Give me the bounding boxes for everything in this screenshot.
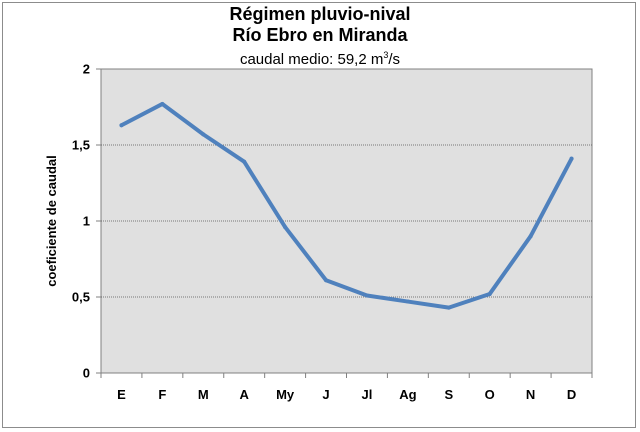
x-tick-label: M bbox=[198, 387, 209, 402]
data-point bbox=[324, 278, 329, 283]
y-tick-label: 1,5 bbox=[72, 138, 90, 153]
x-tick-label: Jl bbox=[362, 387, 373, 402]
chart-caption: caudal medio: 59,2 m3/s bbox=[0, 46, 640, 69]
x-tick-label: S bbox=[444, 387, 453, 402]
data-point bbox=[160, 101, 165, 106]
data-point bbox=[487, 291, 492, 296]
caption-prefix: caudal medio: 59,2 m bbox=[239, 51, 384, 68]
x-tick-label: E bbox=[117, 387, 126, 402]
x-tick-label: O bbox=[485, 387, 495, 402]
x-tick-label: My bbox=[276, 387, 295, 402]
chart-title: Régimen pluvio-nival bbox=[229, 4, 411, 24]
y-axis-label: coeficiente de caudal bbox=[44, 155, 59, 287]
y-tick-labels: 0 0,5 1 1,5 2 bbox=[72, 62, 101, 381]
data-point bbox=[242, 159, 247, 164]
x-tick-label: Ag bbox=[399, 387, 416, 402]
chart-title-block: Régimen pluvio-nival Río Ebro en Miranda… bbox=[0, 4, 640, 69]
series-group bbox=[119, 101, 574, 310]
y-tick-label: 1 bbox=[83, 214, 90, 229]
data-point bbox=[569, 156, 574, 161]
data-point bbox=[446, 305, 451, 310]
x-tick-labels: E F M A My J Jl Ag S O N D bbox=[100, 373, 593, 402]
data-point bbox=[201, 132, 206, 137]
x-tick-label: N bbox=[526, 387, 535, 402]
x-tick-label: F bbox=[158, 387, 166, 402]
data-point bbox=[283, 225, 288, 230]
y-tick-label: 2 bbox=[83, 62, 90, 77]
y-tick-label: 0 bbox=[83, 366, 90, 381]
x-tick-label: A bbox=[240, 387, 250, 402]
y-tick-label: 0,5 bbox=[72, 290, 90, 305]
chart-subtitle: Río Ebro en Miranda bbox=[232, 25, 408, 45]
data-point bbox=[528, 234, 533, 239]
caption-suffix: /s bbox=[388, 51, 401, 68]
data-point bbox=[405, 299, 410, 304]
x-tick-label: J bbox=[322, 387, 329, 402]
caption-exponent: 3 bbox=[383, 50, 389, 60]
data-point bbox=[364, 293, 369, 298]
data-point bbox=[119, 123, 124, 128]
series-line bbox=[119, 101, 574, 310]
x-tick-label: D bbox=[567, 387, 576, 402]
